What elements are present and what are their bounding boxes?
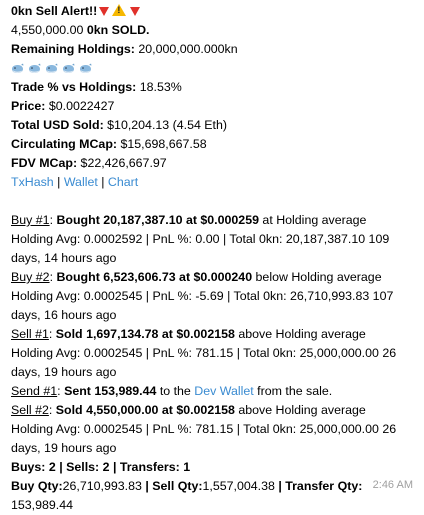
trade-age: days, 19 hours ago: [11, 365, 117, 379]
fdv-mcap-label: FDV MCap:: [11, 156, 78, 170]
price-value: $0.0022427: [48, 99, 115, 113]
send-action: Sent 153,989.44: [64, 384, 157, 398]
whale-icon: [29, 63, 41, 73]
warning-icon: [112, 4, 127, 16]
trade-tag: Buy #2: [11, 270, 50, 284]
trade-tag: Sell #1: [11, 327, 49, 341]
remaining-label: Remaining Holdings:: [11, 42, 135, 56]
whale-row: [11, 59, 96, 78]
trade-action: Bought 6,523,606.73 at $0.000240: [56, 270, 253, 284]
trade-details: Holding Avg: 0.0002545 | PnL %: 781.15 |…: [11, 346, 397, 360]
trade-action: Sold 4,550,000.00 at $0.002158: [55, 403, 235, 417]
red-triangle-icon: [99, 7, 110, 16]
alert-title: 0kn Sell Alert!!: [11, 4, 98, 18]
red-triangle-icon: [130, 7, 141, 16]
trade-age: days, 16 hours ago: [11, 308, 117, 322]
trade-tag: Buy #1: [11, 213, 50, 227]
trade-entry: Sell #2: Sold 4,550,000.00 at $0.002158 …: [11, 401, 414, 458]
trade-tag: Sell #2: [11, 403, 49, 417]
message-bubble: 0kn Sell Alert!! 4,550,000.00 0kn SOLD. …: [0, 0, 424, 495]
trade-action: Bought 20,187,387.10 at $0.000259: [56, 213, 259, 227]
whale-icon: [46, 63, 58, 73]
spacer: [11, 192, 414, 211]
price-label: Price:: [11, 99, 46, 113]
trade-entry: Buy #1: Bought 20,187,387.10 at $0.00025…: [11, 211, 414, 268]
link-separator: |: [97, 175, 108, 189]
transfer-qty-label: | Transfer Qty:: [274, 479, 363, 493]
transfer-qty-value-line: 153,989.44: [11, 496, 414, 515]
transfer-qty-value: 153,989.44: [11, 498, 74, 512]
sold-line: 4,550,000.00 0kn SOLD.: [11, 21, 414, 40]
whale-icon: [12, 63, 24, 73]
usd-sold-line: Total USD Sold: $10,204.13 (4.54 Eth): [11, 116, 414, 135]
sell-qty-label: | Sell Qty:: [141, 479, 203, 493]
trade-relation: above Holding average: [234, 327, 366, 341]
trade-pct-value: 18.53%: [139, 80, 182, 94]
remaining-line: Remaining Holdings: 20,000,000.000kn: [11, 40, 414, 59]
trade-entry: Sell #1: Sold 1,697,134.78 at $0.002158 …: [11, 325, 414, 382]
send-tag: Send #1: [11, 384, 58, 398]
fdv-mcap-value: $22,426,667.97: [80, 156, 167, 170]
price-line: Price: $0.0022427: [11, 97, 414, 116]
trade-relation: above Holding average: [234, 403, 366, 417]
whale-icon: [63, 63, 75, 73]
usd-sold-label: Total USD Sold:: [11, 118, 104, 132]
trade-age: days, 14 hours ago: [11, 251, 117, 265]
send-tail: from the sale.: [253, 384, 333, 398]
trade-pct-line: Trade % vs Holdings: 18.53%: [11, 78, 414, 97]
trade-action: Sold 1,697,134.78 at $0.002158: [55, 327, 235, 341]
whale-icon: [80, 63, 92, 73]
send-mid: to the: [156, 384, 195, 398]
sold-amount: 4,550,000.00: [11, 23, 84, 37]
sold-suffix: 0kn SOLD.: [86, 23, 150, 37]
trade-age: days, 19 hours ago: [11, 441, 117, 455]
dev-wallet-link[interactable]: Dev Wallet: [194, 384, 254, 398]
counts-text: Buys: 2 | Sells: 2 | Transfers: 1: [11, 460, 191, 474]
remaining-value: 20,000,000.000kn: [138, 42, 238, 56]
trade-details: Holding Avg: 0.0002545 | PnL %: 781.15 |…: [11, 422, 397, 436]
qty-line: Buy Qty:26,710,993.83 | Sell Qty:1,557,0…: [11, 477, 414, 496]
chart-link[interactable]: Chart: [107, 175, 139, 189]
circ-mcap-line: Circulating MCap: $15,698,667.58: [11, 135, 414, 154]
trade-relation: at Holding average: [258, 213, 367, 227]
circ-mcap-value: $15,698,667.58: [120, 137, 207, 151]
trade-pct-label: Trade % vs Holdings:: [11, 80, 137, 94]
link-separator: |: [53, 175, 64, 189]
link-row: TxHash | Wallet | Chart: [11, 173, 414, 192]
wallet-link[interactable]: Wallet: [63, 175, 98, 189]
alert-title-line: 0kn Sell Alert!!: [11, 2, 414, 21]
usd-sold-value: $10,204.13 (4.54 Eth): [107, 118, 228, 132]
trade-relation: below Holding average: [252, 270, 382, 284]
trade-details: Holding Avg: 0.0002545 | PnL %: -5.69 | …: [11, 289, 394, 303]
send-entry: Send #1: Sent 153,989.44 to the Dev Wall…: [11, 384, 333, 398]
buy-qty-value: 26,710,993.83: [62, 479, 142, 493]
trade-entry: Buy #2: Bought 6,523,606.73 at $0.000240…: [11, 268, 414, 325]
trade-details: Holding Avg: 0.0002592 | PnL %: 0.00 | T…: [11, 232, 390, 246]
buy-qty-label: Buy Qty:: [11, 479, 63, 493]
counts-line: Buys: 2 | Sells: 2 | Transfers: 1: [11, 458, 414, 477]
txhash-link[interactable]: TxHash: [11, 175, 54, 189]
fdv-mcap-line: FDV MCap: $22,426,667.97: [11, 154, 414, 173]
circ-mcap-label: Circulating MCap:: [11, 137, 118, 151]
sell-qty-value: 1,557,004.38: [202, 479, 275, 493]
message-timestamp: 2:46 AM: [372, 479, 413, 491]
